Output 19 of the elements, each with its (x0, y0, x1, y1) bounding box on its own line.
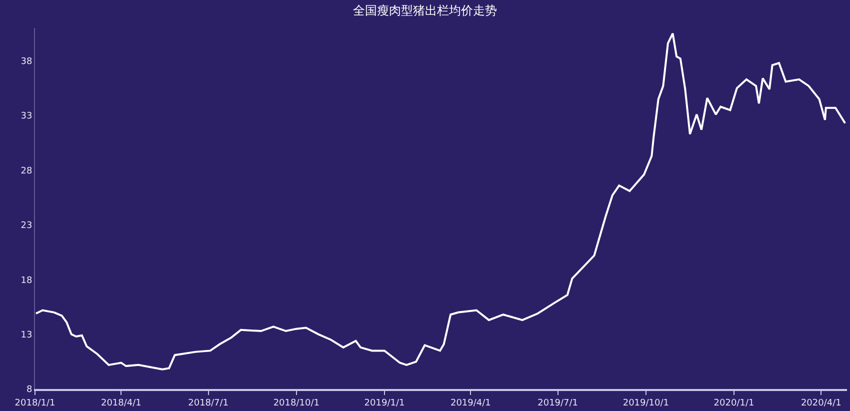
x-tick-label: 2019/7/1 (538, 398, 578, 409)
y-tick-label: 23 (20, 221, 32, 232)
y-tick-label: 28 (20, 166, 32, 176)
chart-title: 全国瘦肉型猪出栏均价走势 (353, 4, 497, 18)
y-tick-label: 33 (20, 112, 32, 122)
x-tick-label: 2020/4/1 (800, 398, 842, 409)
x-tick-label: 2019/4/1 (450, 398, 491, 409)
y-tick-label: 8 (26, 385, 32, 396)
x-tick-label: 2019/10/1 (622, 398, 669, 409)
x-tick-label: 2018/10/1 (273, 398, 320, 409)
x-tick-label: 2020/1/1 (714, 398, 754, 409)
x-tick-label: 2019/1/1 (364, 398, 405, 409)
y-tick-label: 18 (20, 276, 32, 286)
line-series (35, 32, 846, 370)
y-tick-label: 38 (20, 56, 32, 67)
y-tick-label: 13 (20, 330, 32, 340)
x-tick-label: 2018/1/1 (14, 398, 56, 409)
x-tick-label: 2018/7/1 (188, 398, 229, 409)
x-tick-label: 2018/4/1 (100, 398, 142, 409)
